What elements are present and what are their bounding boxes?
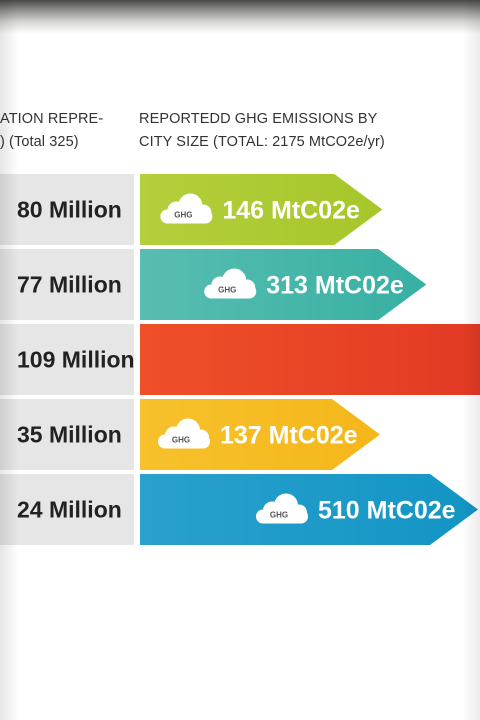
emission-value-label: 146 MtC02e xyxy=(222,197,360,225)
population-label: 35 Million xyxy=(17,422,122,448)
emission-value-label: 137 MtC02e xyxy=(220,422,358,450)
population-cell xyxy=(0,399,134,470)
population-label: 109 Million xyxy=(17,347,135,373)
population-cell xyxy=(0,474,134,545)
population-label: 24 Million xyxy=(17,497,122,523)
emission-bar xyxy=(140,324,480,395)
population-cell xyxy=(0,174,134,245)
cloud-icon: GHG xyxy=(158,418,210,449)
population-header: ATION REPRE- ) (Total 325) xyxy=(0,111,104,150)
emission-bar xyxy=(140,249,427,320)
emission-bar xyxy=(140,399,380,470)
top-shadow xyxy=(0,0,480,34)
emission-bar xyxy=(140,474,478,545)
cloud-label: GHG xyxy=(270,511,288,520)
emission-bar xyxy=(140,174,383,245)
cloud-icon: GHG xyxy=(256,493,308,524)
population-label: 80 Million xyxy=(17,197,122,223)
population-cell xyxy=(0,324,134,395)
cloud-icon: GHG xyxy=(160,193,213,224)
emissions-header: REPORTEDD GHG EMISSIONS BY CITY SIZE (TO… xyxy=(139,111,385,150)
cloud-label: GHG xyxy=(174,211,192,220)
population-cell xyxy=(0,249,134,320)
cloud-label: GHG xyxy=(172,436,190,445)
cloud-icon: GHG xyxy=(204,268,257,299)
emission-value-label: 510 MtC02e xyxy=(318,497,456,525)
cloud-label: GHG xyxy=(218,286,236,295)
population-label: 77 Million xyxy=(17,272,122,298)
emission-value-label: 313 MtC02e xyxy=(266,272,404,300)
